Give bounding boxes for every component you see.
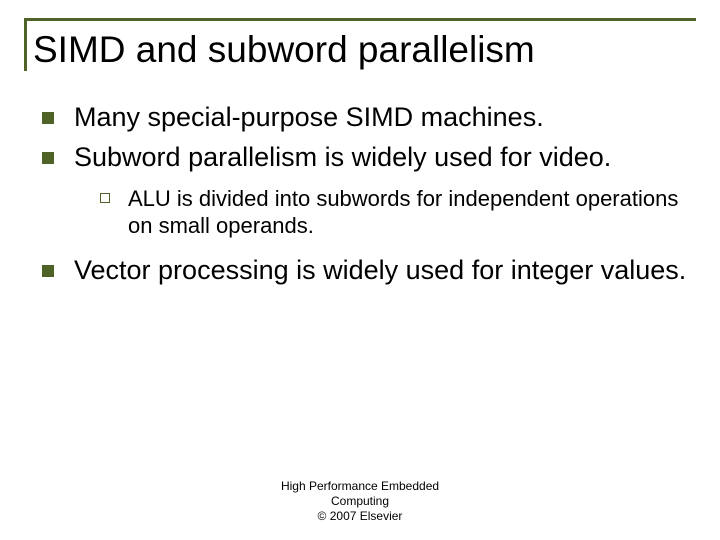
bullet-sublist: ALU is divided into subwords for indepen… (100, 185, 688, 240)
slide-body: Many special-purpose SIMD machines. Subw… (24, 101, 696, 287)
list-item: Many special-purpose SIMD machines. (42, 101, 688, 135)
bullet-text: Vector processing is widely used for int… (74, 254, 686, 288)
bullet-list: Many special-purpose SIMD machines. Subw… (42, 101, 688, 175)
hollow-square-bullet-icon (100, 193, 110, 203)
bullet-text: ALU is divided into subwords for indepen… (128, 185, 688, 240)
square-bullet-icon (42, 152, 54, 164)
footer-line: © 2007 Elsevier (0, 509, 720, 524)
list-item: ALU is divided into subwords for indepen… (100, 185, 688, 240)
bullet-text: Many special-purpose SIMD machines. (74, 101, 544, 135)
title-container: SIMD and subword parallelism (24, 18, 696, 71)
square-bullet-icon (42, 265, 54, 277)
bullet-list: Vector processing is widely used for int… (42, 254, 688, 288)
list-item: Vector processing is widely used for int… (42, 254, 688, 288)
slide-footer: High Performance Embedded Computing © 20… (0, 479, 720, 524)
footer-line: High Performance Embedded (0, 479, 720, 494)
list-item: Subword parallelism is widely used for v… (42, 141, 688, 175)
bullet-text: Subword parallelism is widely used for v… (74, 141, 611, 175)
slide-title: SIMD and subword parallelism (33, 29, 696, 71)
footer-line: Computing (0, 494, 720, 509)
square-bullet-icon (42, 112, 54, 124)
slide: SIMD and subword parallelism Many specia… (0, 0, 720, 540)
